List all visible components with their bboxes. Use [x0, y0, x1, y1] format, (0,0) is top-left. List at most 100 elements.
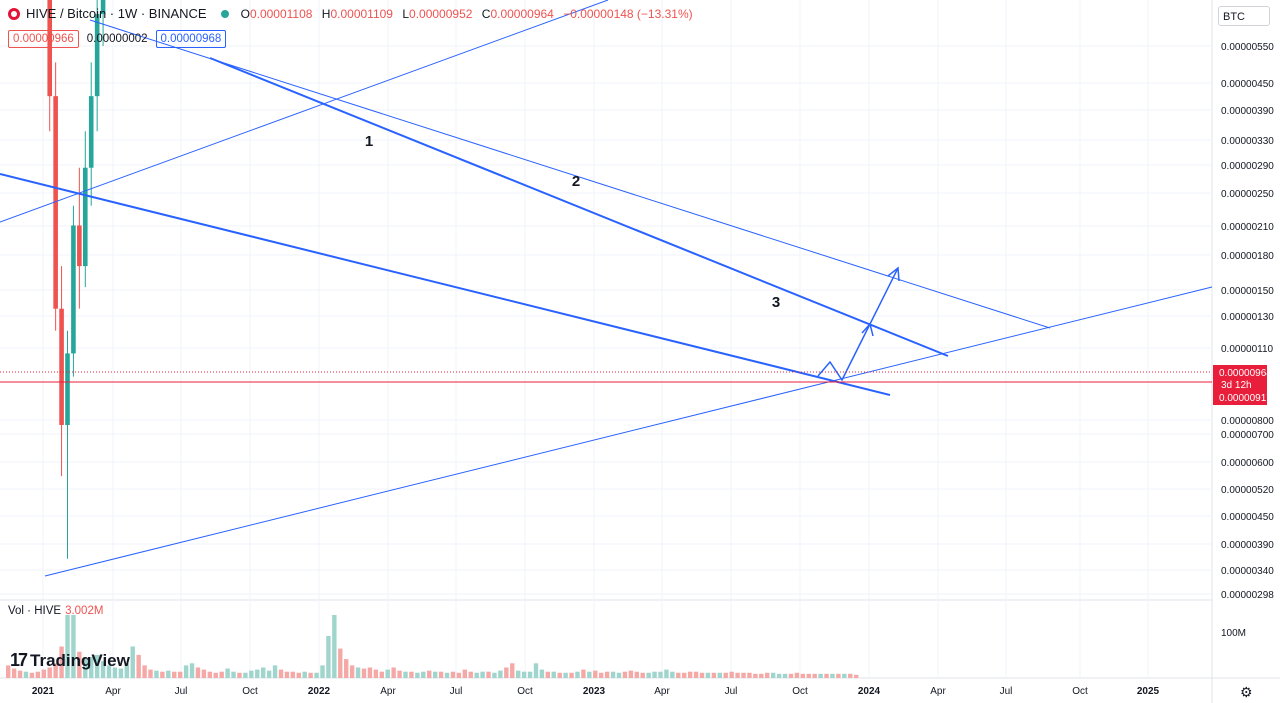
volume-bar [47, 667, 52, 678]
time-tick-label: Oct [792, 686, 808, 697]
volume-bar [77, 651, 82, 678]
sell-price-button[interactable]: 0.00000966 [8, 30, 79, 48]
candles [47, 0, 106, 559]
close-label: C [481, 6, 491, 21]
market-status-icon [220, 9, 229, 18]
candle-body [82, 167, 88, 267]
volume-bar [492, 672, 497, 678]
volume-bar [355, 667, 361, 678]
volume-bar [432, 671, 438, 678]
tradingview-logo[interactable]: 17 TradingView [10, 650, 130, 671]
candle-body [88, 96, 94, 168]
volume-bar [255, 669, 260, 678]
volume-bar [421, 671, 426, 678]
high-value: 0.00001109 [330, 6, 393, 21]
tradingview-logo-icon: 17 [10, 650, 28, 670]
volume-bar [344, 659, 349, 678]
volume-bar [148, 669, 153, 678]
volume-bar [539, 669, 545, 678]
price-tick-label: 0.00000450 [1221, 79, 1274, 90]
volume-bar [71, 615, 76, 678]
volume-bar [338, 648, 343, 678]
volume-bar [142, 665, 147, 678]
volume-bar [830, 673, 835, 678]
volume-bar [687, 671, 693, 678]
volume-bar [290, 671, 296, 678]
volume-bar [765, 672, 770, 678]
volume-bar [670, 671, 675, 678]
volume-bar [320, 665, 325, 678]
last-price-label: 0.00000964 [1219, 368, 1272, 379]
symbol-header: HIVE / Bitcoin · 1W · BINANCE O0.0000110… [8, 6, 693, 21]
settings-gear-icon[interactable]: ⚙ [1240, 684, 1253, 700]
volume-bar [136, 654, 141, 678]
time-tick-label: Oct [242, 686, 258, 697]
time-tick-label: Apr [930, 686, 946, 697]
volume-bar [575, 671, 580, 678]
volume-bar [130, 646, 135, 678]
last-price-badge [1213, 365, 1267, 405]
candle-body [77, 225, 82, 267]
volume-bar [853, 674, 859, 678]
volume-bar [41, 669, 46, 678]
volume-bar [587, 671, 592, 678]
price-tick-label: 0.00000130 [1221, 312, 1274, 323]
time-tick-label: Jul [450, 686, 463, 697]
time-tick-label: Oct [1072, 686, 1088, 697]
wave-label: 3 [772, 294, 780, 311]
volume-bar [658, 671, 663, 678]
volume-bar [770, 672, 776, 678]
volume-bar [397, 670, 402, 678]
volume-bar [225, 668, 230, 678]
low-value: 0.00000952 [409, 6, 473, 21]
candle-body [65, 353, 70, 425]
volume-bar [753, 673, 758, 678]
hive-coin-icon [8, 7, 20, 20]
time-axis[interactable]: 2021 Apr Jul Oct 2022 Apr Jul Oct 2023 Apr Jul Oct 2… [32, 686, 1160, 697]
price-tick-label: 0.00000390 [1221, 106, 1274, 117]
volume-bar [124, 663, 129, 678]
price-axis[interactable]: 0.00000550 0.00000450 0.00000390 0.00000330… [1221, 42, 1274, 639]
volume-bar [593, 670, 598, 678]
volume-bar [521, 671, 527, 678]
volume-bar [260, 667, 266, 678]
symbol-title[interactable]: HIVE / Bitcoin · 1W · BINANCE [26, 6, 207, 21]
annotations: 1 2 3 [365, 133, 780, 311]
volume-bar [59, 646, 64, 678]
time-tick-label: Jul [725, 686, 738, 697]
volume-bar [391, 667, 396, 678]
time-tick-label: Apr [105, 686, 121, 697]
volume-bar [302, 671, 307, 678]
volume-bar [296, 672, 301, 678]
candle-body [53, 96, 58, 309]
price-tick-label: 0.00000250 [1221, 189, 1274, 200]
price-tick-label: 0.00000450 [1221, 512, 1274, 523]
trend-lines [0, 0, 1213, 577]
volume-bar [100, 661, 106, 678]
time-tick-label: Apr [380, 686, 396, 697]
volume-bar [367, 667, 373, 678]
candle-body [59, 308, 64, 425]
volume-bar [166, 670, 171, 678]
arrow-head [861, 322, 874, 337]
candle-body [47, 0, 53, 97]
volume-bar [842, 673, 847, 678]
volume-bar [806, 673, 811, 678]
volume-bar [527, 671, 533, 678]
volume-bar [444, 672, 450, 678]
volume-bar [640, 672, 645, 678]
volume-bar [456, 672, 462, 678]
price-tick-label: 0.00000180 [1221, 251, 1274, 262]
volume-bar [741, 672, 746, 678]
currency-select[interactable]: BTC [1218, 6, 1270, 26]
volume-bar [272, 665, 278, 678]
volume-bar [652, 671, 657, 678]
volume-bar [622, 671, 628, 678]
price-tick-label: 0.00000340 [1221, 566, 1274, 577]
volume-bar [693, 671, 699, 678]
volume-bar [616, 672, 622, 678]
volume-bar [35, 671, 41, 678]
price-boxes: 0.00000966 0.00000002 0.00000968 [8, 30, 227, 48]
buy-price-button[interactable]: 0.00000968 [155, 30, 227, 48]
